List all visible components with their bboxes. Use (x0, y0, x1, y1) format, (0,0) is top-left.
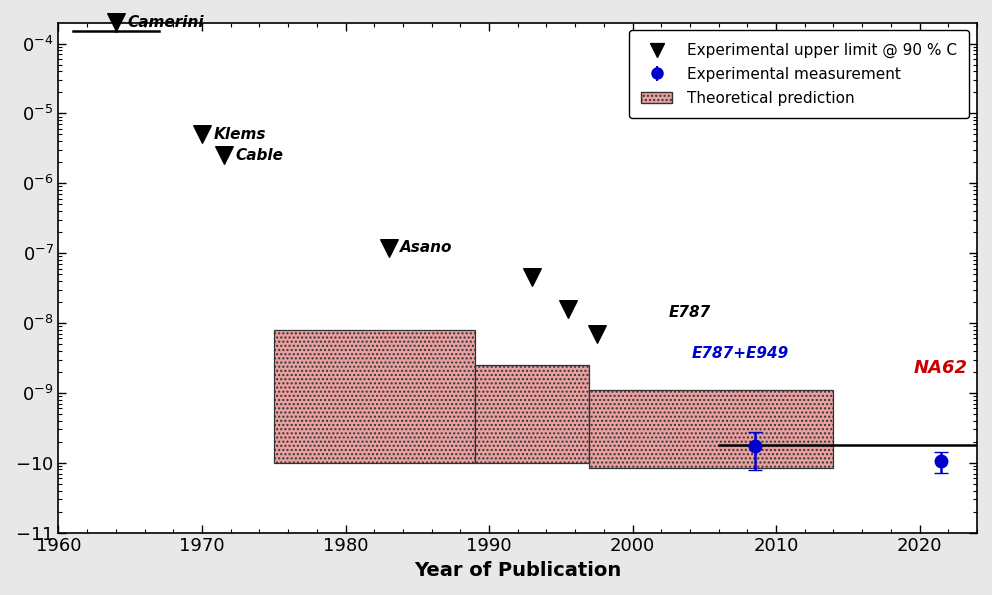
Bar (274, 330, 475, 463)
Point (524, 273, 540, 282)
Bar (475, 365, 589, 463)
Text: E787+E949: E787+E949 (691, 346, 789, 361)
X-axis label: Year of Publication: Year of Publication (414, 561, 621, 580)
Text: E787: E787 (669, 305, 710, 320)
Point (560, 304, 576, 314)
Bar (589, 390, 833, 468)
Point (108, 18, 124, 27)
Point (588, 329, 604, 339)
Text: Asano: Asano (400, 240, 452, 255)
Text: Camerini: Camerini (127, 15, 204, 30)
Text: NA62: NA62 (914, 359, 968, 377)
Point (215, 151, 231, 160)
Point (381, 243, 397, 252)
Point (194, 130, 210, 139)
Text: Cable: Cable (235, 148, 283, 163)
Text: Klems: Klems (213, 127, 266, 142)
Legend: Experimental upper limit @ 90 % C, Experimental measurement, Theoretical predict: Experimental upper limit @ 90 % C, Exper… (629, 30, 969, 118)
